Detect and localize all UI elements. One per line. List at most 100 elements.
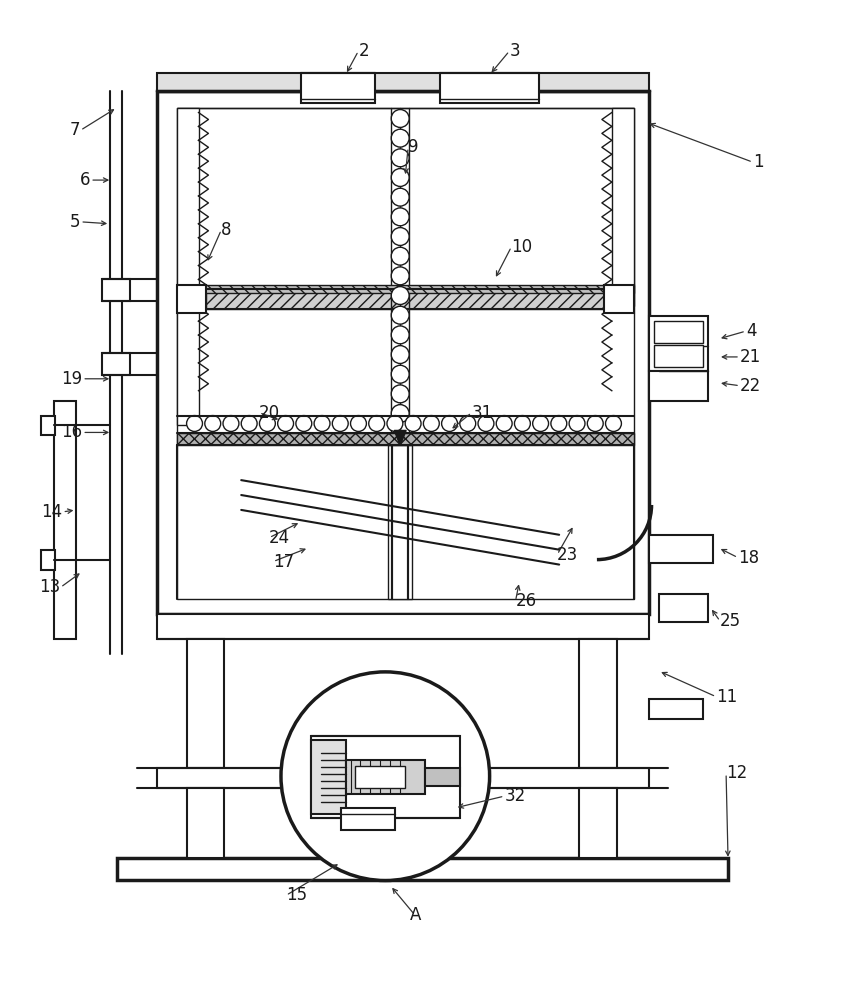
Bar — [40, 416, 55, 435]
Bar — [648, 316, 708, 371]
Circle shape — [391, 287, 409, 304]
Text: 23: 23 — [557, 546, 579, 564]
Text: 22: 22 — [740, 377, 761, 395]
Bar — [157, 91, 648, 614]
Bar — [654, 321, 703, 343]
Bar — [176, 108, 634, 599]
Circle shape — [391, 149, 409, 167]
Circle shape — [605, 416, 622, 431]
Circle shape — [223, 416, 239, 431]
Circle shape — [441, 416, 458, 431]
Circle shape — [551, 416, 567, 431]
Bar — [341, 808, 396, 830]
Text: 4: 4 — [746, 322, 757, 340]
Text: 18: 18 — [738, 549, 759, 567]
Text: 21: 21 — [740, 348, 761, 366]
Circle shape — [296, 416, 312, 431]
Circle shape — [391, 169, 409, 186]
Circle shape — [314, 416, 330, 431]
Bar — [102, 353, 130, 375]
Circle shape — [391, 110, 409, 127]
Text: 1: 1 — [752, 153, 764, 171]
Text: 19: 19 — [61, 370, 83, 388]
Bar — [310, 740, 346, 814]
Bar — [187, 639, 224, 768]
Circle shape — [405, 416, 421, 431]
Circle shape — [514, 416, 531, 431]
Circle shape — [387, 416, 402, 431]
Bar — [648, 699, 703, 719]
Circle shape — [391, 188, 409, 206]
Bar — [157, 614, 648, 639]
Circle shape — [391, 346, 409, 363]
Text: 11: 11 — [716, 688, 737, 706]
Bar — [346, 760, 425, 794]
Circle shape — [532, 416, 549, 431]
Polygon shape — [394, 430, 406, 445]
Bar — [611, 108, 634, 306]
Circle shape — [241, 416, 257, 431]
Text: 7: 7 — [70, 121, 80, 139]
Circle shape — [478, 416, 494, 431]
Bar — [176, 433, 634, 445]
Circle shape — [369, 416, 384, 431]
Bar — [425, 768, 460, 786]
Text: 14: 14 — [41, 503, 63, 521]
Bar — [187, 788, 224, 858]
Circle shape — [391, 385, 409, 403]
Text: 3: 3 — [509, 42, 520, 60]
Text: 24: 24 — [269, 529, 290, 547]
Text: 26: 26 — [515, 592, 537, 610]
Bar — [648, 371, 708, 401]
Bar — [157, 768, 648, 788]
Bar — [659, 594, 708, 622]
Circle shape — [391, 306, 409, 324]
Text: 10: 10 — [512, 238, 532, 256]
Text: 2: 2 — [359, 42, 369, 60]
Circle shape — [587, 416, 603, 431]
Circle shape — [460, 416, 476, 431]
Text: 17: 17 — [273, 553, 294, 571]
Circle shape — [260, 416, 275, 431]
Bar — [301, 73, 375, 103]
Circle shape — [205, 416, 221, 431]
Text: 32: 32 — [505, 787, 525, 805]
Circle shape — [332, 416, 348, 431]
Circle shape — [391, 247, 409, 265]
Circle shape — [569, 416, 585, 431]
Bar — [176, 285, 206, 313]
Bar — [440, 73, 539, 103]
Circle shape — [278, 416, 293, 431]
Circle shape — [391, 267, 409, 285]
Bar — [157, 73, 648, 91]
Bar — [355, 766, 405, 788]
Text: 8: 8 — [221, 221, 232, 239]
Bar — [604, 285, 634, 313]
Bar — [579, 639, 617, 768]
Bar — [388, 445, 412, 599]
Bar — [648, 535, 713, 563]
Circle shape — [351, 416, 366, 431]
Circle shape — [391, 326, 409, 344]
Circle shape — [391, 405, 409, 423]
Text: 20: 20 — [259, 404, 280, 422]
Bar — [176, 285, 634, 293]
Bar — [310, 736, 460, 818]
Bar — [579, 788, 617, 858]
Circle shape — [391, 365, 409, 383]
Text: 12: 12 — [726, 764, 747, 782]
Bar — [40, 550, 55, 570]
Circle shape — [281, 672, 489, 881]
Text: 25: 25 — [720, 612, 741, 630]
Bar — [176, 108, 199, 425]
Text: A: A — [409, 906, 421, 924]
Bar — [54, 401, 77, 639]
Text: 15: 15 — [286, 886, 307, 904]
Circle shape — [391, 208, 409, 226]
Text: 16: 16 — [61, 423, 83, 441]
Bar — [654, 345, 703, 367]
Bar — [102, 279, 130, 301]
Circle shape — [391, 228, 409, 245]
Bar — [117, 858, 728, 880]
Text: 5: 5 — [70, 213, 80, 231]
